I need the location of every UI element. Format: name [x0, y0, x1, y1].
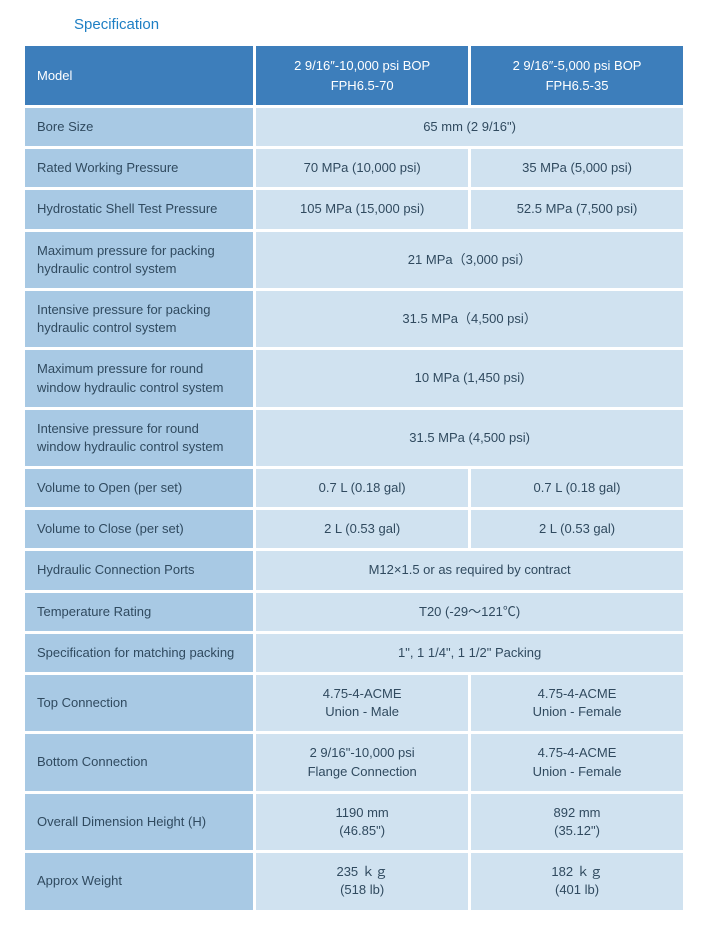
label-vopen: Volume to Open (per set): [25, 469, 253, 507]
row-spec-matching-packing: Specification for matching packing 1", 1…: [25, 634, 683, 672]
header-col-a-line1: 2 9/16″-10,000 psi BOP: [294, 58, 430, 73]
value-botconn-a: 2 9/16"-10,000 psi Flange Connection: [256, 734, 468, 790]
value-hstp-a: 105 MPa (15,000 psi): [256, 190, 468, 228]
label-botconn: Bottom Connection: [25, 734, 253, 790]
label-topconn: Top Connection: [25, 675, 253, 731]
value-topconn-a-l1: 4.75-4-ACME: [323, 686, 402, 701]
label-hstp: Hydrostatic Shell Test Pressure: [25, 190, 253, 228]
value-weight-a-l1: 235 ｋｇ: [336, 864, 387, 879]
row-max-packing-pressure: Maximum pressure for packing hydraulic c…: [25, 232, 683, 288]
value-maxpack: 21 MPa（3,000 psi）: [256, 232, 683, 288]
spec-table: Model 2 9/16″-10,000 psi BOP FPH6.5-70 2…: [22, 43, 686, 913]
value-botconn-b-l2: Union - Female: [533, 764, 622, 779]
row-volume-open: Volume to Open (per set) 0.7 L (0.18 gal…: [25, 469, 683, 507]
value-botconn-a-l2: Flange Connection: [308, 764, 417, 779]
value-topconn-b-l1: 4.75-4-ACME: [538, 686, 617, 701]
section-title: Specification: [22, 8, 686, 43]
value-topconn-b-l2: Union - Female: [533, 704, 622, 719]
label-intpack: Intensive pressure for packing hydraulic…: [25, 291, 253, 347]
label-maxpack: Maximum pressure for packing hydraulic c…: [25, 232, 253, 288]
value-dim-b-l2: (35.12"): [554, 823, 600, 838]
value-dim-b-l1: 892 mm: [554, 805, 601, 820]
value-topconn-b: 4.75-4-ACME Union - Female: [471, 675, 683, 731]
row-volume-close: Volume to Close (per set) 2 L (0.53 gal)…: [25, 510, 683, 548]
value-botconn-b-l1: 4.75-4-ACME: [538, 745, 617, 760]
value-weight-b: 182 ｋｇ (401 lb): [471, 853, 683, 909]
value-weight-b-l2: (401 lb): [555, 882, 599, 897]
row-bore-size: Bore Size 65 mm (2 9/16"): [25, 108, 683, 146]
label-rwp: Rated Working Pressure: [25, 149, 253, 187]
header-col-b-line2: FPH6.5-35: [546, 78, 609, 93]
row-max-round-window-pressure: Maximum pressure for round window hydrau…: [25, 350, 683, 406]
label-intround: Intensive pressure for round window hydr…: [25, 410, 253, 466]
value-botconn-a-l1: 2 9/16"-10,000 psi: [310, 745, 415, 760]
value-topconn-a: 4.75-4-ACME Union - Male: [256, 675, 468, 731]
label-maxround: Maximum pressure for round window hydrau…: [25, 350, 253, 406]
label-dim: Overall Dimension Height (H): [25, 794, 253, 850]
label-vclose: Volume to Close (per set): [25, 510, 253, 548]
row-hydrostatic-shell-test: Hydrostatic Shell Test Pressure 105 MPa …: [25, 190, 683, 228]
value-dim-a-l2: (46.85"): [339, 823, 385, 838]
label-specpack: Specification for matching packing: [25, 634, 253, 672]
value-vclose-a: 2 L (0.53 gal): [256, 510, 468, 548]
row-intensive-packing-pressure: Intensive pressure for packing hydraulic…: [25, 291, 683, 347]
header-col-a: 2 9/16″-10,000 psi BOP FPH6.5-70: [256, 46, 468, 105]
value-weight-b-l1: 182 ｋｇ: [551, 864, 602, 879]
row-bottom-connection: Bottom Connection 2 9/16"-10,000 psi Fla…: [25, 734, 683, 790]
value-dim-b: 892 mm (35.12"): [471, 794, 683, 850]
label-bore-size: Bore Size: [25, 108, 253, 146]
value-vopen-a: 0.7 L (0.18 gal): [256, 469, 468, 507]
header-col-a-line2: FPH6.5-70: [331, 78, 394, 93]
value-botconn-b: 4.75-4-ACME Union - Female: [471, 734, 683, 790]
table-header-row: Model 2 9/16″-10,000 psi BOP FPH6.5-70 2…: [25, 46, 683, 105]
label-ports: Hydraulic Connection Ports: [25, 551, 253, 589]
value-intpack: 31.5 MPa（4,500 psi）: [256, 291, 683, 347]
header-model: Model: [25, 46, 253, 105]
row-hydraulic-ports: Hydraulic Connection Ports M12×1.5 or as…: [25, 551, 683, 589]
row-approx-weight: Approx Weight 235 ｋｇ (518 lb) 182 ｋｇ (40…: [25, 853, 683, 909]
value-hstp-b: 52.5 MPa (7,500 psi): [471, 190, 683, 228]
row-intensive-round-window-pressure: Intensive pressure for round window hydr…: [25, 410, 683, 466]
header-col-b-line1: 2 9/16″-5,000 psi BOP: [513, 58, 642, 73]
value-intround: 31.5 MPa (4,500 psi): [256, 410, 683, 466]
value-vclose-b: 2 L (0.53 gal): [471, 510, 683, 548]
spec-sheet: Specification Model 2 9/16″-10,000 psi B…: [0, 0, 708, 933]
value-dim-a: 1190 mm (46.85"): [256, 794, 468, 850]
value-bore-size: 65 mm (2 9/16"): [256, 108, 683, 146]
value-dim-a-l1: 1190 mm: [336, 805, 389, 820]
value-specpack: 1", 1 1/4", 1 1/2" Packing: [256, 634, 683, 672]
value-ports: M12×1.5 or as required by contract: [256, 551, 683, 589]
header-col-b: 2 9/16″-5,000 psi BOP FPH6.5-35: [471, 46, 683, 105]
value-weight-a: 235 ｋｇ (518 lb): [256, 853, 468, 909]
value-temp: T20 (-29～121℃): [256, 593, 683, 631]
row-rated-working-pressure: Rated Working Pressure 70 MPa (10,000 ps…: [25, 149, 683, 187]
label-temp: Temperature Rating: [25, 593, 253, 631]
value-rwp-a: 70 MPa (10,000 psi): [256, 149, 468, 187]
label-weight: Approx Weight: [25, 853, 253, 909]
value-rwp-b: 35 MPa (5,000 psi): [471, 149, 683, 187]
value-topconn-a-l2: Union - Male: [325, 704, 399, 719]
value-weight-a-l2: (518 lb): [340, 882, 384, 897]
row-temperature-rating: Temperature Rating T20 (-29～121℃): [25, 593, 683, 631]
row-top-connection: Top Connection 4.75-4-ACME Union - Male …: [25, 675, 683, 731]
value-maxround: 10 MPa (1,450 psi): [256, 350, 683, 406]
value-vopen-b: 0.7 L (0.18 gal): [471, 469, 683, 507]
row-overall-dimension: Overall Dimension Height (H) 1190 mm (46…: [25, 794, 683, 850]
